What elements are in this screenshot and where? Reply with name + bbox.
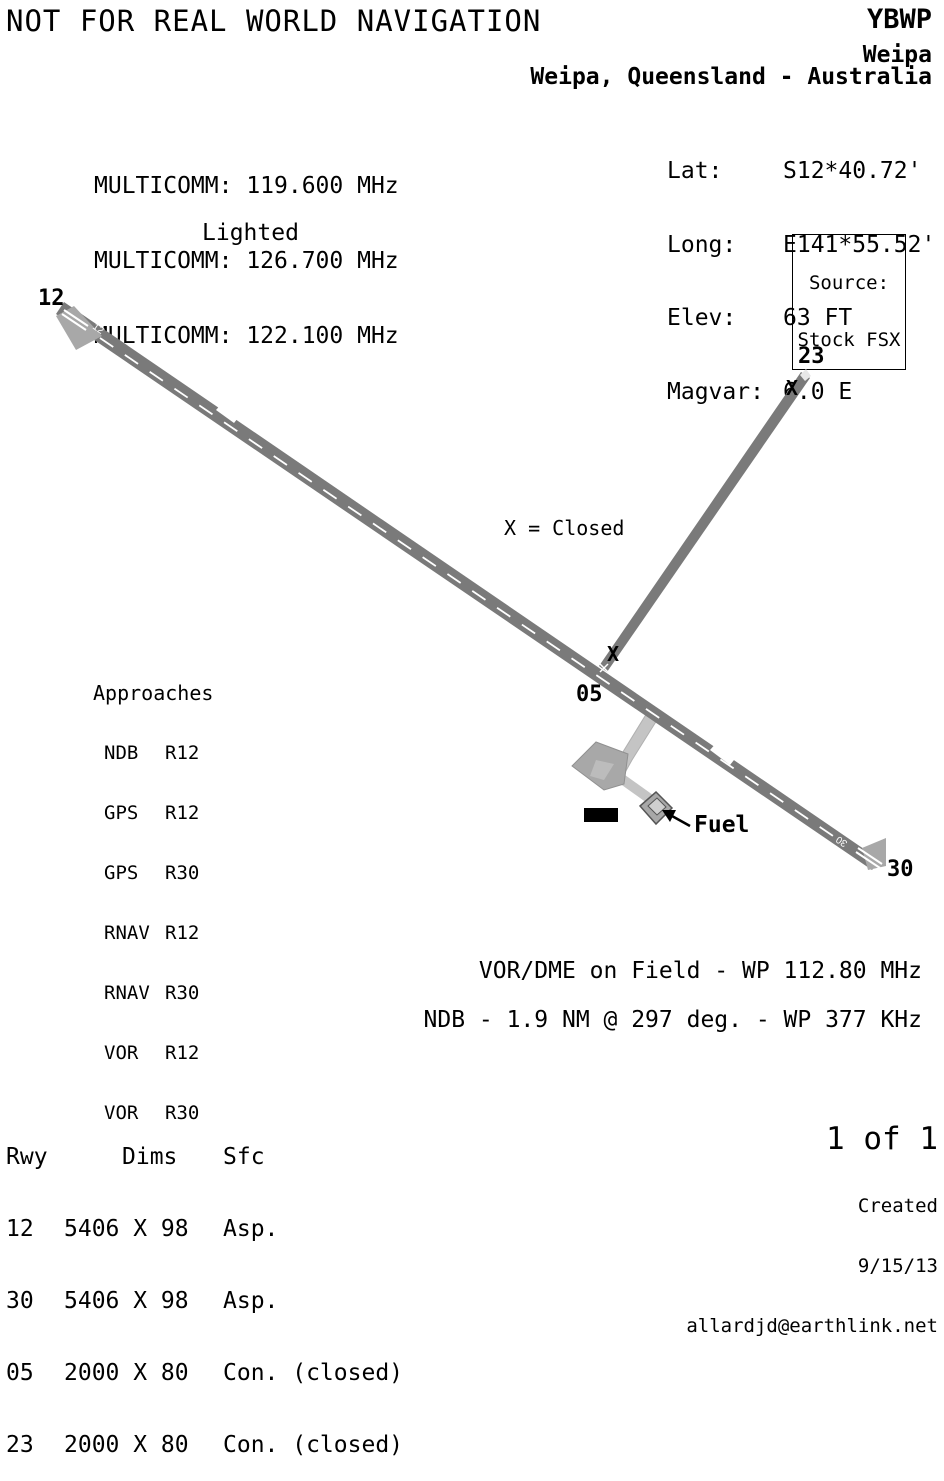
approach-item: GPS R30: [104, 862, 200, 884]
airport-icao: YBWP: [866, 4, 932, 35]
lat-value: S12*40.72': [783, 158, 922, 184]
runway-label-23: 23: [798, 344, 825, 369]
touchdown-marker: [216, 401, 242, 423]
elev-label: Elev:: [667, 305, 737, 331]
airport-name: Weipa: [862, 42, 932, 68]
threshold-12: [63, 309, 89, 327]
apron: [590, 760, 614, 780]
frequency-item: MULTICOMM: 119.600 MHz: [94, 173, 399, 199]
magvar-label: Magvar:: [667, 378, 764, 405]
closed-legend: X = Closed: [504, 516, 625, 540]
created-label: Created: [857, 1195, 938, 1217]
fuel-label: Fuel: [694, 812, 750, 838]
elev-value: 63 FT: [783, 305, 853, 331]
approach-item: RNAV R30: [104, 982, 200, 1004]
table-header: Rwy Dims Sfc: [6, 1144, 265, 1170]
approach-item: NDB R12: [104, 742, 200, 764]
frequency-item: MULTICOMM: 126.700 MHz: [94, 248, 399, 274]
approaches-title: Approaches: [93, 681, 214, 705]
closed-mark-05: X: [607, 642, 620, 666]
fuel-arrow-line: [671, 814, 691, 828]
ndb-info: NDB - 1.9 NM @ 297 deg. - WP 377 KHz: [423, 1007, 923, 1033]
closed-mark-23: X: [786, 376, 799, 400]
coordinates-block: Lat: S12*40.72' Long: E141*55.52' Elev: 63 …: [667, 110, 935, 429]
runway-table: Rwy Dims Sfc 12 5406 X 98 Asp. 30 5406 X 98 As…: [6, 1097, 403, 1481]
lat-label: Lat:: [667, 158, 723, 184]
approach-item: RNAV R12: [104, 922, 200, 944]
threshold-30: [857, 847, 883, 865]
touchdown-marker: [710, 741, 738, 765]
runway-label-05: 05: [576, 682, 603, 707]
threshold-30: [855, 851, 881, 869]
airport-diagram: 12 30: [56, 302, 886, 870]
runway-23-end-mark: [800, 369, 811, 381]
table-row: 12 5406 X 98 Asp.: [6, 1216, 279, 1242]
approaches-list: Approaches NDB R12 GPS R12 GPS R30 RNAV R12 …: [93, 643, 213, 1143]
author-email: allardjd@earthlink.net: [686, 1315, 938, 1337]
table-row: 23 2000 X 80 Con. (closed): [6, 1432, 404, 1458]
created-block: Created 9/15/13 allardjd@earthlink.net: [686, 1156, 938, 1356]
vor-info: VOR/DME on Field - WP 112.80 MHz: [478, 958, 922, 984]
closed-x-mark: [599, 663, 609, 673]
fuel-pad-inner: [647, 797, 667, 816]
approach-item: VOR R30: [104, 1102, 200, 1124]
page-number: 1 of 1: [826, 1121, 938, 1157]
chart-warning: NOT FOR REAL WORLD NAVIGATION: [6, 4, 542, 38]
runway-label-12: 12: [38, 286, 65, 311]
long-label: Long:: [667, 231, 737, 258]
source-box: Source: Stock FSX: [792, 234, 906, 370]
source-value: Stock FSX: [797, 329, 901, 351]
runway-label-30: 30: [887, 857, 914, 882]
table-row: 05 2000 X 80 Con. (closed): [6, 1360, 404, 1386]
runway-05-23: [599, 372, 810, 672]
created-date: 9/15/13: [857, 1255, 938, 1277]
building: [584, 808, 618, 822]
lighting-note: Lighted: [202, 220, 299, 246]
threshold-12: [61, 313, 87, 331]
table-row: 30 5406 X 98 Asp.: [6, 1288, 279, 1314]
airport-location: Weipa, Queensland - Australia: [530, 64, 932, 90]
source-label: Source:: [808, 272, 890, 294]
approach-item: VOR R12: [104, 1042, 200, 1064]
long-value: E141*55.52': [783, 231, 936, 258]
fuel-arrow-head: [662, 810, 676, 822]
approach-item: GPS R12: [104, 802, 200, 824]
